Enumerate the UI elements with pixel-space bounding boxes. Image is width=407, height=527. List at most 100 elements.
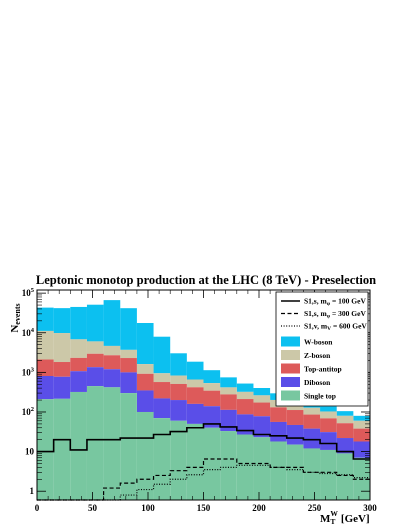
legend-signal-label-2: S1,v, mV = 600 GeV bbox=[304, 322, 367, 333]
bar-diboson-bin-4 bbox=[103, 369, 121, 388]
bar-z-boson-bin-18 bbox=[336, 415, 354, 424]
bar-single-top-bin-8 bbox=[170, 420, 187, 500]
chart-title: Leptonic monotop production at the LHC (… bbox=[36, 273, 376, 287]
bar-diboson-bin-18 bbox=[336, 438, 354, 454]
signal-line-1 bbox=[37, 458, 370, 501]
bar-diboson-bin-15 bbox=[286, 424, 304, 445]
legend-signal-mass-0: = 100 GeV bbox=[330, 297, 366, 306]
bar-diboson-bin-5 bbox=[120, 372, 137, 394]
bar-diboson-bin-9 bbox=[186, 403, 204, 424]
y-tick-label-5: 105 bbox=[22, 287, 35, 298]
legend-label-w-boson: W-boson bbox=[304, 338, 333, 347]
bar-single-top-bin-14 bbox=[270, 441, 287, 500]
legend-swatch-single-top bbox=[281, 390, 300, 401]
y-tick-exp-2: 2 bbox=[31, 406, 34, 413]
bar-top-antitop-bin-19 bbox=[353, 428, 370, 442]
bar-z-boson-bin-9 bbox=[186, 379, 204, 388]
bar-w-boson-bin-5 bbox=[120, 308, 137, 350]
bar-z-boson-bin-8 bbox=[170, 375, 187, 384]
bar-single-top-bin-12 bbox=[236, 434, 254, 500]
bar-single-top-bin-5 bbox=[120, 393, 137, 500]
bar-diboson-bin-2 bbox=[70, 371, 87, 392]
bar-w-boson-bin-19 bbox=[353, 415, 370, 421]
bar-single-top-bin-7 bbox=[153, 418, 171, 500]
legend-label-z-boson: Z-boson bbox=[304, 351, 331, 360]
bar-top-antitop-bin-12 bbox=[236, 399, 254, 415]
bar-top-antitop-bin-2 bbox=[70, 357, 87, 372]
bar-diboson-bin-11 bbox=[220, 409, 237, 432]
y-tick-base-2: 10 bbox=[22, 407, 32, 417]
bar-diboson-bin-3 bbox=[86, 367, 104, 387]
y-axis-label-sub: events bbox=[13, 303, 22, 324]
y-tick-label-2: 102 bbox=[22, 406, 34, 417]
bar-w-boson-bin-6 bbox=[136, 323, 154, 365]
x-tick-label-0: 0 bbox=[35, 503, 40, 513]
bar-z-boson-bin-13 bbox=[253, 395, 271, 403]
bar-top-antitop-bin-16 bbox=[303, 414, 321, 429]
x-tick-label-6: 300 bbox=[363, 503, 377, 513]
bar-w-boson-bin-11 bbox=[220, 377, 237, 388]
y-tick-base-5: 10 bbox=[22, 288, 32, 298]
bar-top-antitop-bin-0 bbox=[37, 359, 54, 376]
legend-swatch-top-antitop bbox=[281, 363, 300, 374]
bar-top-antitop-bin-13 bbox=[253, 402, 271, 417]
legend-signal-name-2: S1,v, m bbox=[304, 322, 328, 331]
legend-signal-label-0: S1,s, mφ = 100 GeV bbox=[304, 297, 366, 308]
bar-w-boson-bin-10 bbox=[203, 370, 221, 384]
bar-diboson-bin-0 bbox=[37, 375, 54, 400]
bar-top-antitop-bin-7 bbox=[153, 382, 171, 399]
bar-z-boson-bin-10 bbox=[203, 383, 221, 391]
bar-diboson-bin-16 bbox=[303, 428, 321, 449]
bar-top-antitop-bin-11 bbox=[220, 394, 237, 410]
legend-label-single-top: Single top bbox=[304, 392, 336, 401]
legend-swatch-z-boson bbox=[281, 350, 300, 360]
bar-w-boson-bin-13 bbox=[253, 388, 271, 396]
bar-z-boson-bin-16 bbox=[303, 407, 321, 415]
bar-z-boson-bin-1 bbox=[53, 333, 71, 363]
bar-single-top-bin-15 bbox=[286, 444, 304, 500]
stacked-bars bbox=[37, 300, 370, 500]
bar-single-top-bin-1 bbox=[53, 398, 71, 500]
x-tick-label-2: 100 bbox=[141, 503, 155, 513]
bar-w-boson-bin-12 bbox=[236, 383, 254, 392]
bar-top-antitop-bin-17 bbox=[320, 418, 337, 433]
x-axis-label-unit: [GeV] bbox=[341, 513, 370, 525]
bar-top-antitop-bin-18 bbox=[336, 423, 354, 439]
bar-top-antitop-bin-9 bbox=[186, 387, 204, 404]
bar-z-boson-bin-15 bbox=[286, 403, 304, 411]
bar-diboson-bin-13 bbox=[253, 416, 271, 438]
x-axis-label-sup: W bbox=[330, 509, 338, 518]
y-axis-label-main: N bbox=[9, 325, 21, 333]
bar-single-top-bin-0 bbox=[37, 399, 54, 500]
bar-diboson-bin-10 bbox=[203, 406, 221, 428]
bar-single-top-bin-4 bbox=[103, 387, 121, 500]
y-tick-exp-5: 5 bbox=[31, 287, 35, 294]
bar-single-top-bin-13 bbox=[253, 437, 271, 500]
bar-diboson-bin-7 bbox=[153, 398, 171, 419]
bar-single-top-bin-16 bbox=[303, 448, 321, 500]
legend-signal-sub-0: φ bbox=[327, 301, 331, 307]
x-axis-label-main: M bbox=[320, 513, 331, 525]
legend-signal-name-1: S1,s, m bbox=[304, 309, 327, 318]
bar-top-antitop-bin-14 bbox=[270, 407, 287, 422]
legend-swatch-diboson bbox=[281, 377, 300, 387]
x-tick-label-1: 50 bbox=[88, 503, 98, 513]
bar-w-boson-bin-9 bbox=[186, 361, 204, 380]
x-tick-label-4: 200 bbox=[252, 503, 266, 513]
bar-single-top-bin-17 bbox=[320, 449, 337, 500]
legend-signal-sub-2: V bbox=[327, 326, 331, 332]
y-tick-label-0: 1 bbox=[30, 486, 35, 496]
y-tick-label-4: 104 bbox=[22, 327, 35, 338]
legend-label-top-antitop: Top-antitop bbox=[304, 365, 342, 374]
x-tick-label-5: 250 bbox=[308, 503, 322, 513]
signal-line-0 bbox=[37, 423, 370, 460]
y-tick-exp-4: 4 bbox=[31, 327, 35, 334]
bar-single-top-bin-2 bbox=[70, 391, 87, 500]
bar-z-boson-bin-12 bbox=[236, 391, 254, 400]
bar-diboson-bin-12 bbox=[236, 414, 254, 435]
bar-w-boson-bin-18 bbox=[336, 411, 354, 416]
bar-single-top-bin-18 bbox=[336, 453, 354, 500]
bar-single-top-bin-10 bbox=[203, 427, 221, 500]
